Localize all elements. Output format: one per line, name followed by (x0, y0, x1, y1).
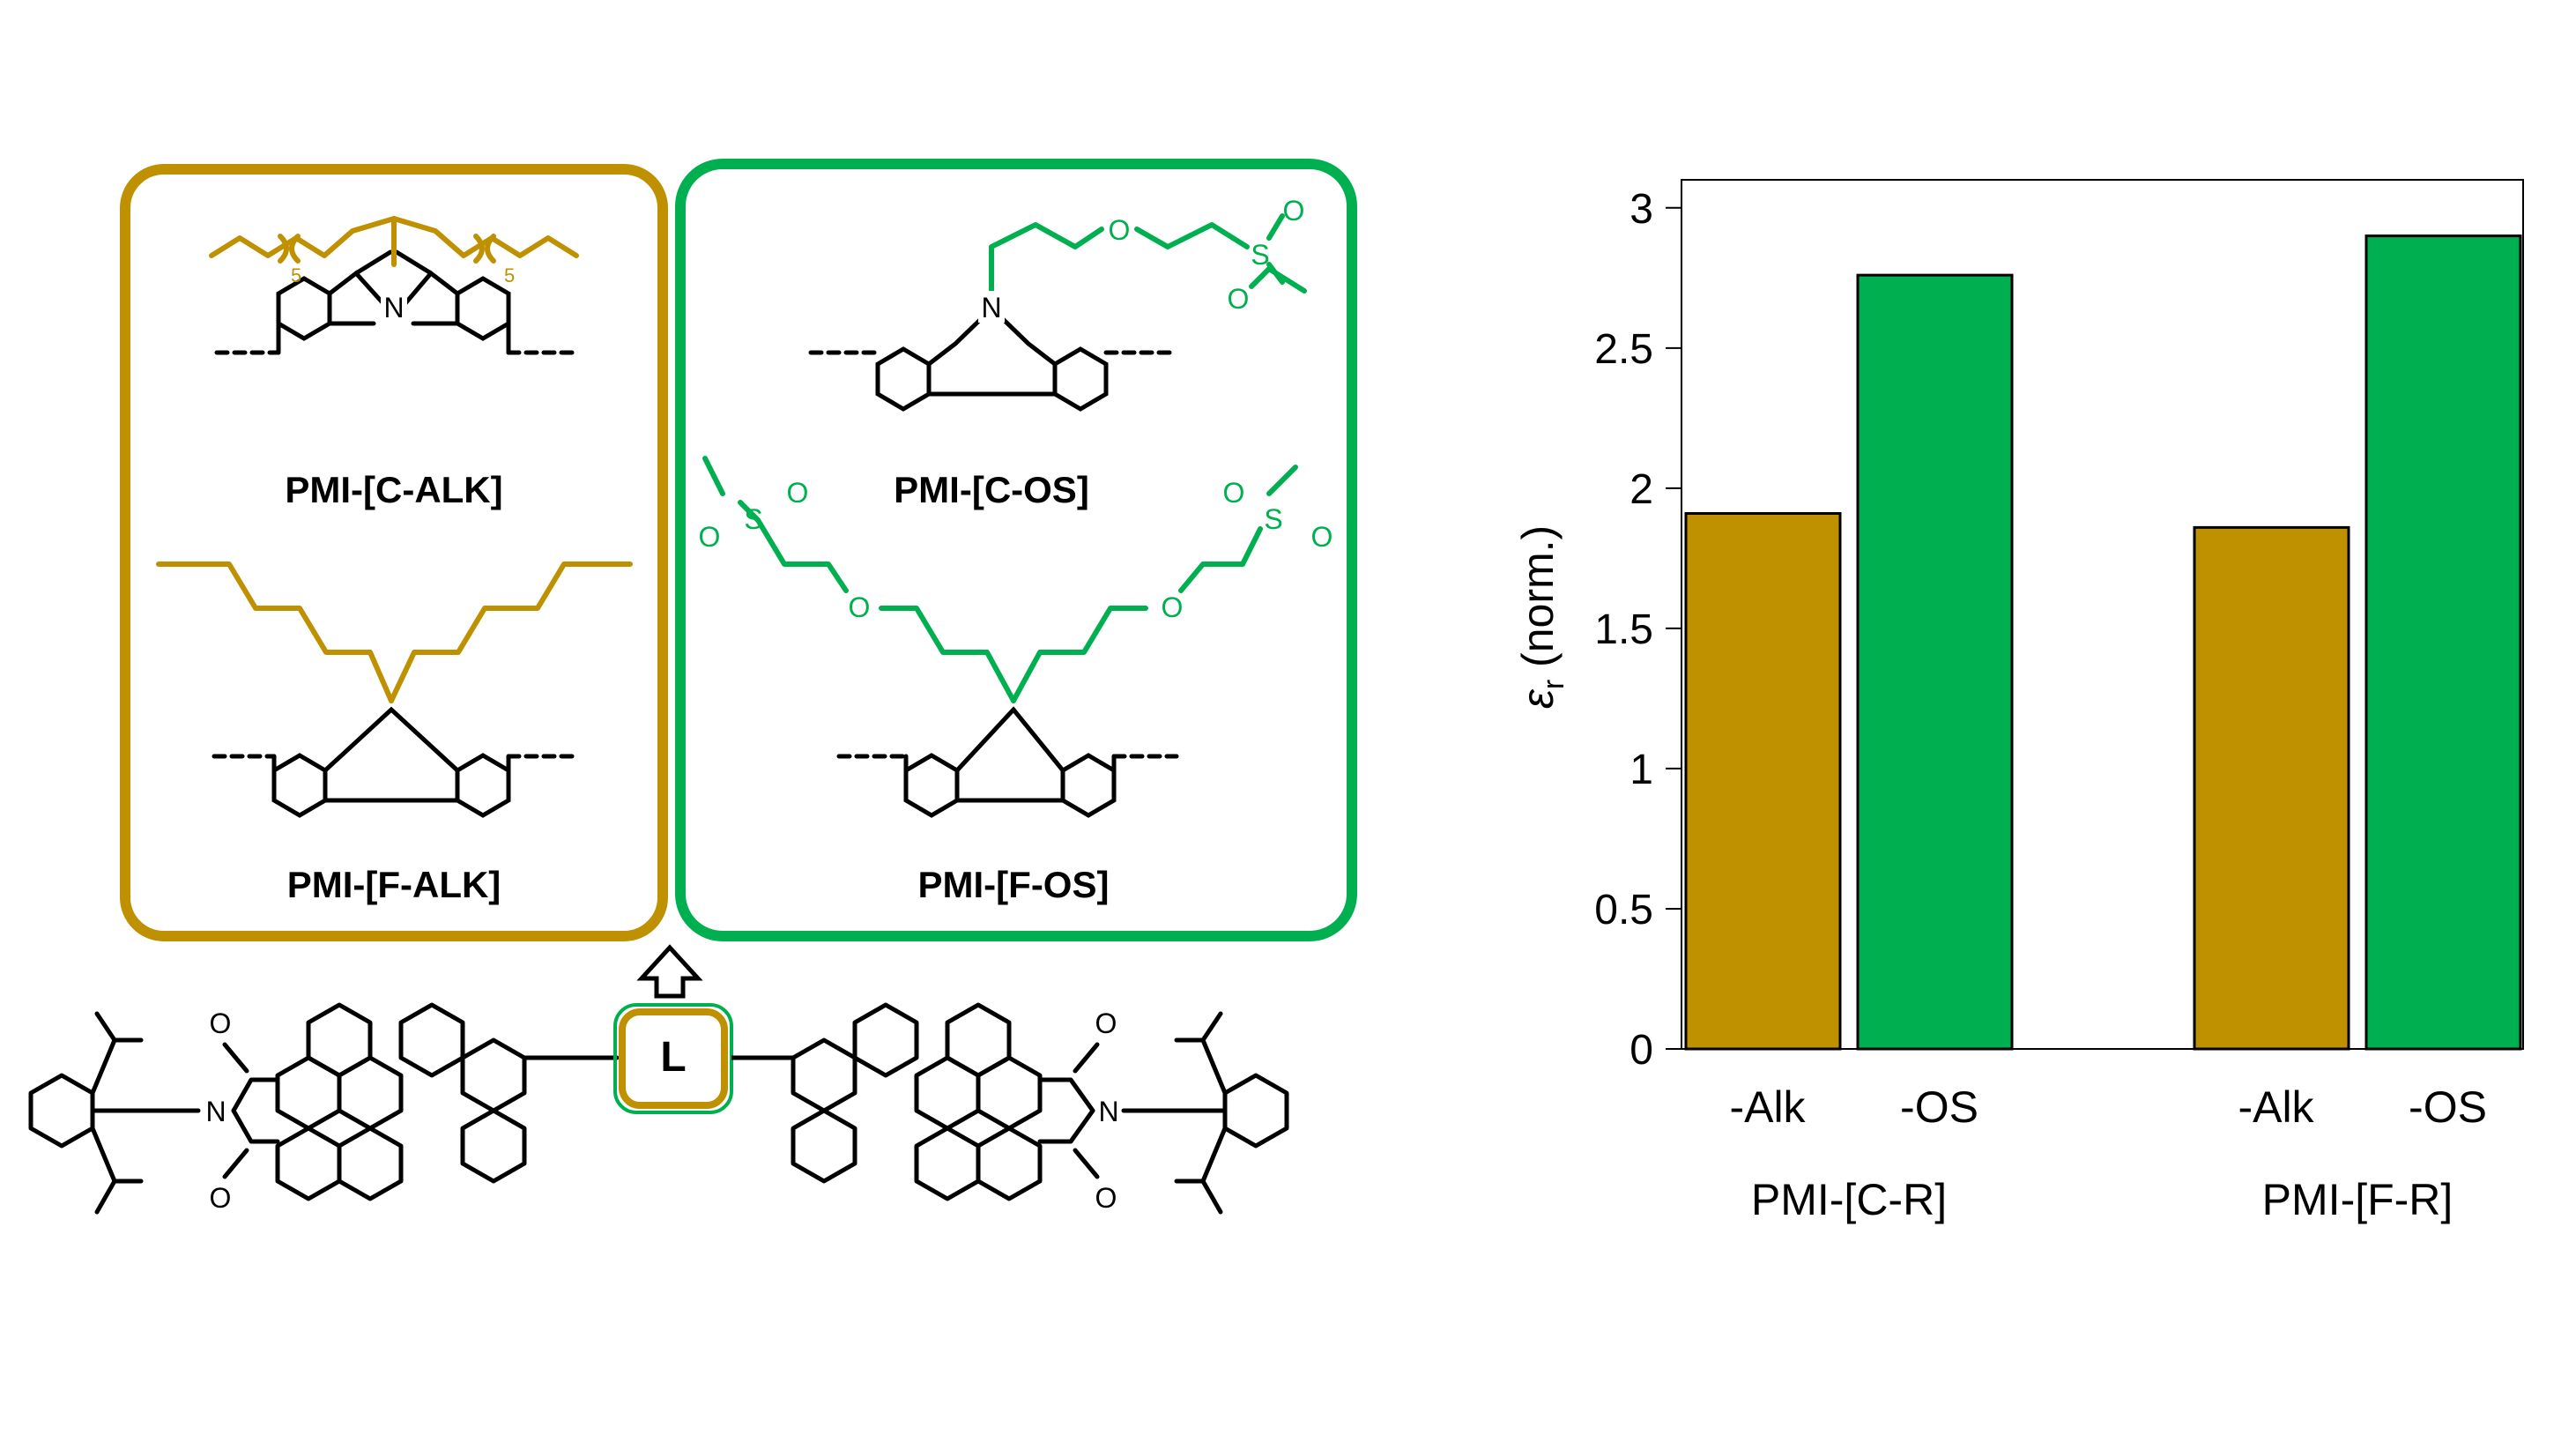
subscript-5-right: 5 (504, 264, 515, 286)
y-tick-label: 1.5 (1594, 606, 1653, 653)
x-axis-ticks: -Alk -OS -Alk -OS (1729, 1082, 2487, 1132)
pmi-left-oxygen-top: O (210, 1008, 232, 1039)
carbazole-alkyl-structure (214, 249, 575, 355)
x-tick-label: -OS (2409, 1082, 2487, 1132)
subscript-5-left: 5 (291, 264, 301, 286)
carbazole-os-sulfur: S (1251, 239, 1269, 271)
label-pmi-c-os: PMI-[C-OS] (894, 469, 1089, 510)
fluorene-os-oxygen-ether-right: O (1162, 591, 1184, 623)
y-tick-label: 2.5 (1594, 326, 1653, 373)
y-tick-label: 1 (1629, 747, 1653, 793)
linker-box-inner (619, 1008, 728, 1109)
oligo-sulfone-side-chain-box (675, 159, 1357, 941)
y-tick-label: 2 (1629, 466, 1653, 513)
x-tick-label: -OS (1900, 1082, 1978, 1132)
y-tick-label: 3 (1629, 186, 1653, 233)
carbazole-os-oxygen-2: O (1228, 283, 1250, 315)
carbazole-os-nitrogen: N (981, 292, 1001, 323)
y-tick-label: 0.5 (1594, 887, 1653, 933)
pmi-right-nitrogen: N (1098, 1096, 1118, 1127)
carbazole-os-oxygen-1: O (1283, 195, 1305, 227)
carbazole-os-structure (808, 315, 1175, 412)
plot-area (1681, 179, 2524, 1050)
x-tick-label: -Alk (1729, 1082, 1806, 1132)
bars (1684, 234, 2522, 1051)
fluorene-alkyl-structure (212, 706, 575, 818)
fluorene-os-oxygen-ether-left: O (849, 591, 871, 623)
label-pmi-c-alk: PMI-[C-ALK] (285, 469, 502, 510)
label-pmi-f-alk: PMI-[F-ALK] (287, 864, 501, 905)
y-axis-label: εr (norm.) (1513, 525, 1570, 709)
bar-0 (1684, 511, 1842, 1051)
alkyl-side-chain-box (120, 164, 668, 941)
x-tick-label: -Alk (2238, 1082, 2314, 1132)
y-axis-ticks: 0 0.5 1 1.5 2 2.5 3 (1594, 186, 1681, 1074)
pmi-left-oxygen-bottom: O (210, 1182, 232, 1214)
carbazole-os-chain (989, 213, 1307, 298)
carbazole-nitrogen: N (383, 292, 404, 323)
carbazole-os-oxygen-ether: O (1109, 214, 1131, 246)
fluorene-os-chains (702, 456, 1298, 703)
pmi-backbone-left (28, 1002, 620, 1215)
y-tick-label: 0 (1629, 1027, 1653, 1074)
pmi-right-oxygen-bottom: O (1095, 1182, 1117, 1214)
label-pmi-f-os: PMI-[F-OS] (918, 864, 1110, 905)
fluorene-os-sulfur-right: S (1264, 503, 1282, 535)
fluorene-os-oxygen-1: O (699, 521, 721, 553)
bar-2 (2193, 525, 2350, 1051)
fluorene-os-oxygen-2: O (787, 477, 809, 509)
pmi-left-nitrogen: N (205, 1096, 226, 1127)
fluorene-alkyl-chains (156, 561, 633, 703)
group-label: PMI-[C-R] (1751, 1175, 1947, 1224)
bar-1 (1856, 273, 2014, 1051)
fluorene-os-oxygen-3: O (1223, 477, 1245, 509)
chemical-scheme: 5 5 N PMI-[C-ALK] PMI-[F-ALK] O S O (28, 159, 1357, 1215)
carbazole-alkyl-chain (209, 216, 579, 267)
pmi-right-oxygen-top: O (1095, 1008, 1117, 1039)
bar-3 (2364, 234, 2522, 1051)
group-label: PMI-[F-R] (2262, 1175, 2454, 1224)
pmi-backbone-right (791, 1002, 1289, 1215)
group-labels: PMI-[C-R] PMI-[F-R] (1751, 1175, 2453, 1224)
fluorene-os-sulfur-left: S (744, 503, 762, 535)
fluorene-os-structure (836, 706, 1179, 818)
linker-label: L (660, 1034, 686, 1081)
fluorene-os-oxygen-4: O (1311, 521, 1333, 553)
up-arrow-icon (636, 944, 703, 999)
